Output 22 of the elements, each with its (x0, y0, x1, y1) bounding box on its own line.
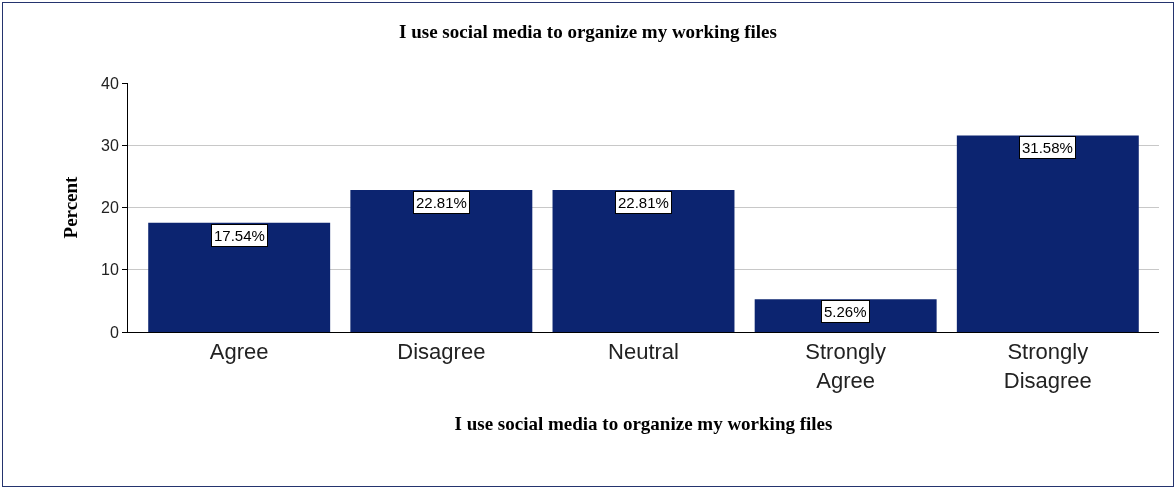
y-tick-label: 40 (101, 74, 119, 92)
x-tick-label: Neutral (608, 339, 679, 365)
bar (350, 190, 533, 332)
data-label: 17.54% (214, 227, 265, 244)
x-tick-label: Agree (209, 339, 269, 365)
data-label: 5.26% (824, 303, 867, 320)
y-tick-label: 20 (101, 199, 119, 217)
bar (956, 135, 1139, 332)
y-tick-label: 10 (101, 261, 119, 279)
x-axis-title: I use social media to organize my working files (454, 412, 833, 434)
x-tick-label: Strongly Agree (805, 339, 887, 393)
data-label: 22.81% (416, 194, 467, 211)
data-label: 31.58% (1022, 139, 1073, 156)
y-tick-label: 30 (101, 136, 119, 154)
x-tick-label: Strongly Disagree (1003, 339, 1092, 393)
bar (552, 190, 735, 332)
bar (148, 222, 331, 332)
y-tick-label: 0 (109, 323, 119, 341)
data-label: 22.81% (618, 194, 669, 211)
chart-title: I use social media to organize my working files (399, 21, 777, 43)
x-tick-label: Disagree (397, 339, 486, 365)
y-axis-title: Percent (59, 175, 81, 239)
